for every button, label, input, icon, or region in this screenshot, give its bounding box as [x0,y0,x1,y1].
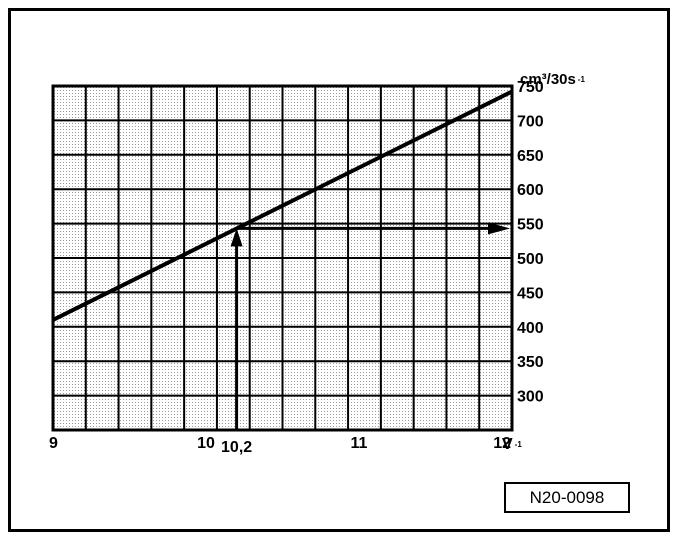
y-tick-label: 500 [517,251,544,268]
reference-code: N20-0098 [530,488,605,507]
y-unit-text: cm³/30s [520,71,576,88]
series-line [52,89,513,322]
y-tick-label: 750 [517,79,544,96]
x-unit-suffix: -1 [515,440,523,449]
x-unit-text: V [502,436,513,453]
y-unit-suffix: -1 [578,75,586,84]
plot-border [51,84,514,432]
y-unit-label: cm³/30s -1 [520,71,586,88]
y-tick-label: 400 [517,320,544,337]
x-tick-label: 9 [49,435,58,452]
x-tick-label: 10 [197,435,215,452]
y-tick-label: 600 [517,182,544,199]
reference-code-box: N20-0098 [504,482,630,513]
annotation-layer: 10,2 [221,222,510,456]
y-tick-label: 700 [517,113,544,130]
x-tick-label: 12 [493,435,511,452]
grid-lines [53,86,512,430]
x-unit-label: V -1 [502,436,522,453]
y-tick-label: 300 [517,389,544,406]
x-tick-label: 11 [351,435,368,452]
y-tick-label: 350 [517,354,544,371]
y-tick-label: 450 [517,285,544,302]
annotation-right-arrowhead [488,222,510,235]
series-layer [52,89,513,322]
annotation-x-label: 10,2 [221,439,252,456]
y-tick-label: 550 [517,217,544,234]
y-tick-label: 650 [517,148,544,165]
annotation-up-arrowhead [230,228,243,247]
x-tick-labels: 9 10 11 12 [49,435,511,452]
y-tick-labels: 300 350 400 450 500 550 600 650 700 750 [517,79,544,406]
